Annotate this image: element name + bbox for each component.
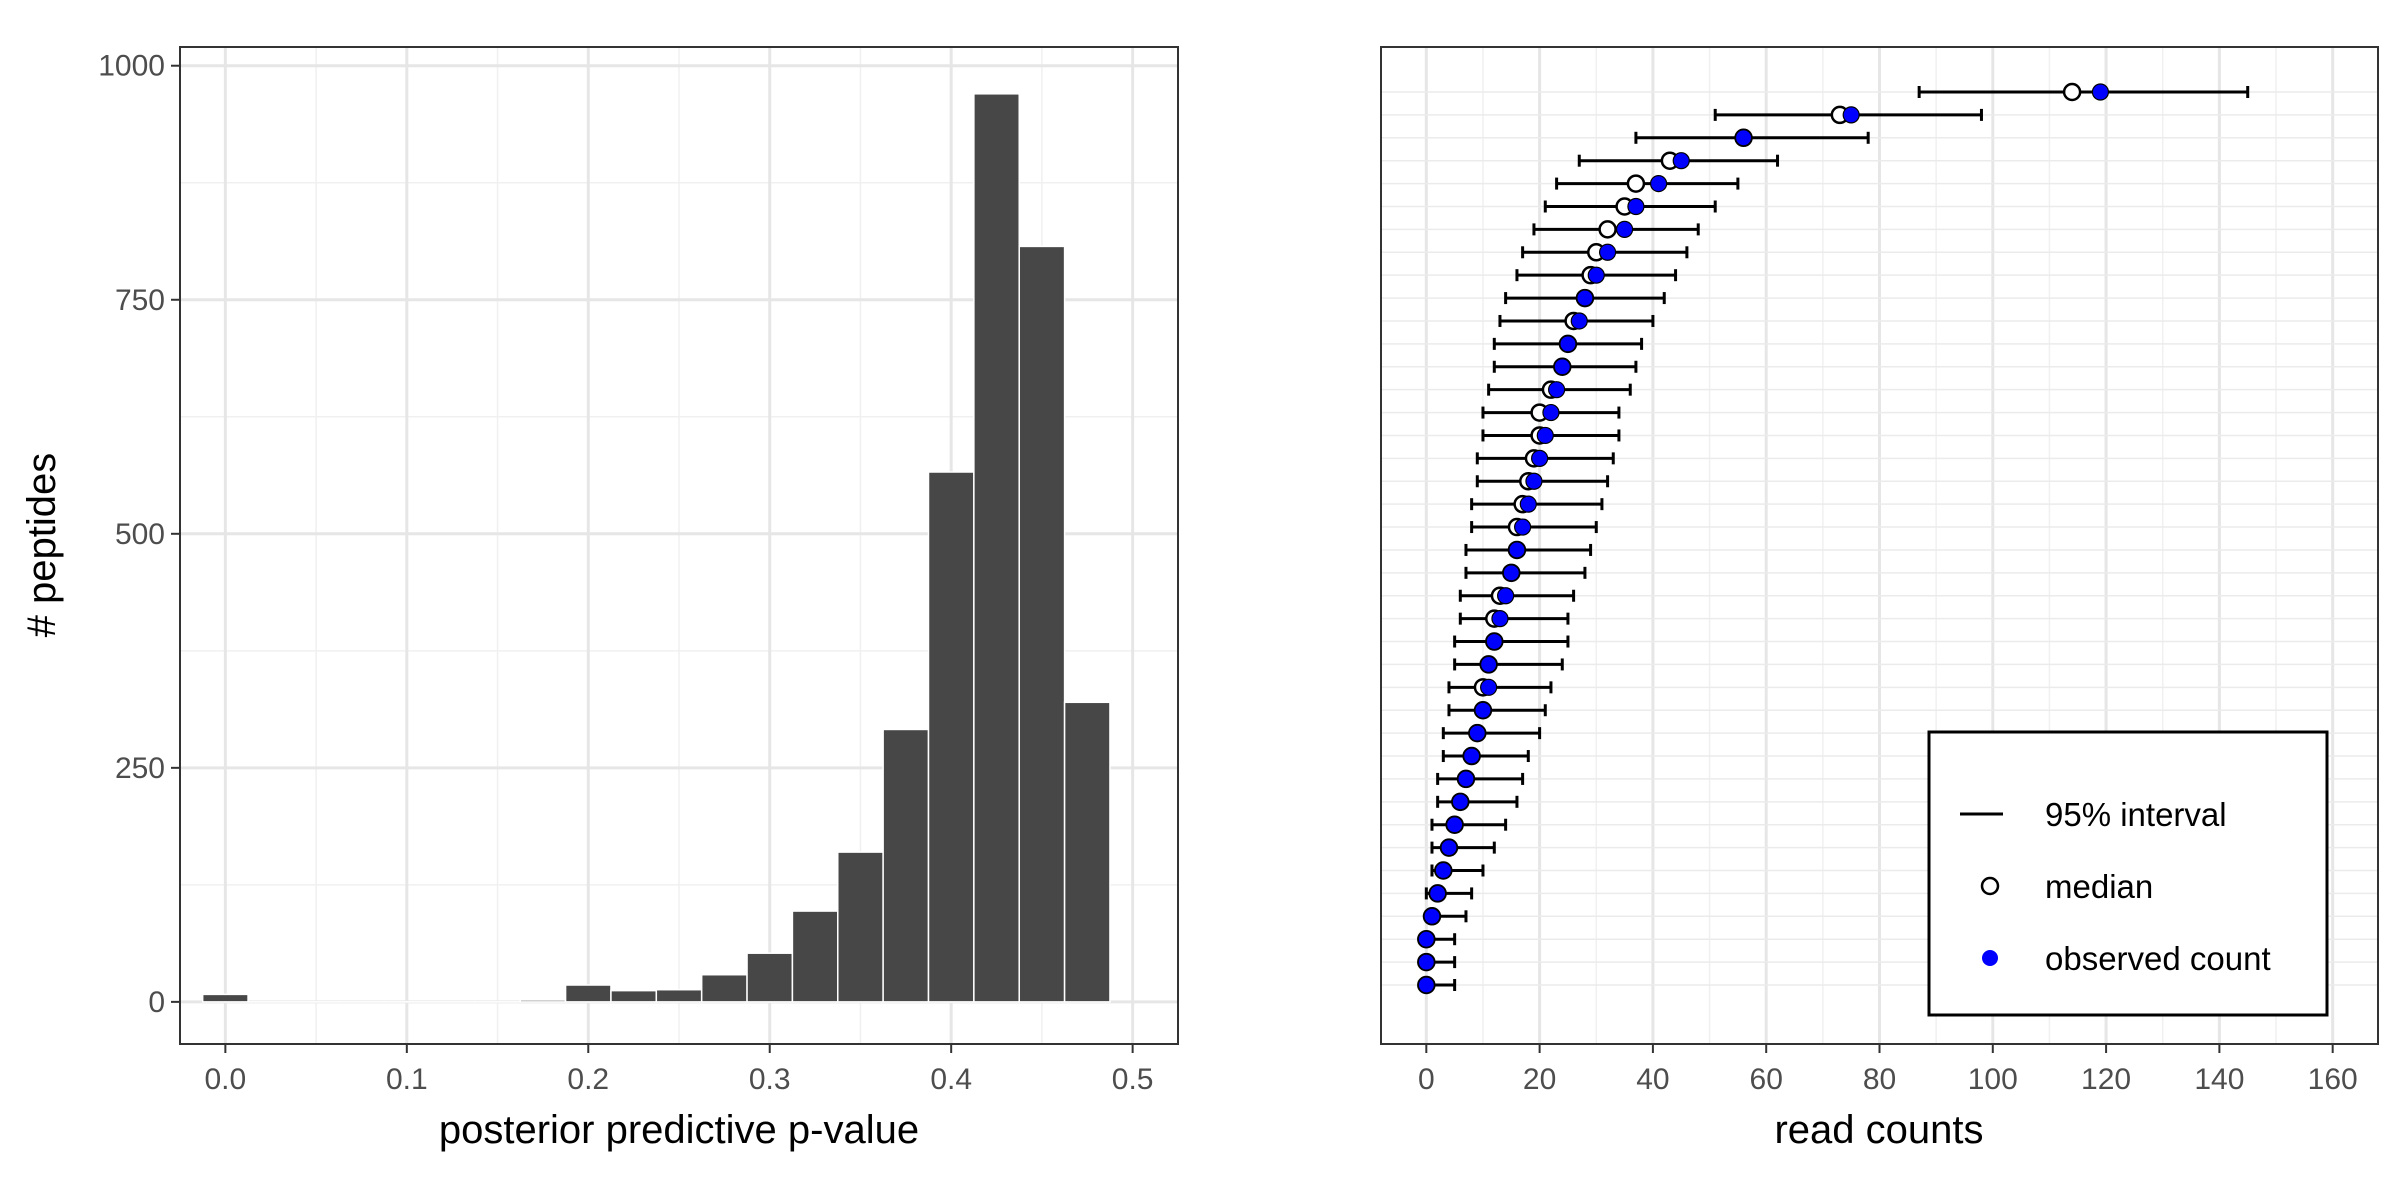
legend-interval-label: 95% interval <box>2045 796 2227 833</box>
histogram-panel-border <box>179 46 1179 1045</box>
histogram-x-axis-title: posterior predictive p-value <box>439 1108 919 1152</box>
observed-count-point <box>1627 197 1645 216</box>
median-point <box>2062 82 2082 102</box>
y-tick-label: 750 <box>115 284 165 317</box>
histogram-bar <box>1063 701 1111 1003</box>
x-tick-label: 120 <box>2081 1063 2131 1096</box>
observed-count-point <box>1514 518 1532 536</box>
x-tick-label: 0.2 <box>567 1063 609 1096</box>
observed-count-point <box>1474 701 1492 719</box>
x-tick-label: 0.3 <box>749 1063 791 1096</box>
observed-count-point <box>1468 724 1486 742</box>
histogram-y-axis: 0 250 500 750 1000 <box>98 50 180 1019</box>
observed-count-point <box>1615 220 1634 238</box>
observed-count-point <box>1480 655 1498 674</box>
observed-count-point <box>1598 243 1617 261</box>
observed-count-point <box>1519 495 1537 513</box>
x-tick-label: 160 <box>2308 1063 2358 1096</box>
observed-count-point <box>1463 747 1481 765</box>
observed-count-point <box>1553 358 1571 376</box>
histogram-y-axis-title: # peptides <box>20 453 64 638</box>
x-tick-label: 0 <box>1418 1063 1435 1096</box>
y-tick-label: 0 <box>148 986 165 1019</box>
legend-box <box>1927 730 2329 1017</box>
histogram-bar <box>791 910 839 1003</box>
histogram-bar <box>882 728 930 1003</box>
interval-plot-x-axis: 0 20 40 60 80 100 120 140 160 <box>1418 1044 2358 1096</box>
histogram-x-axis: 0.0 0.1 0.2 0.3 0.4 0.5 <box>205 1044 1154 1096</box>
observed-count-point <box>1542 403 1560 422</box>
observed-count-point <box>1446 816 1464 834</box>
observed-count-point <box>1502 564 1520 582</box>
x-tick-label: 60 <box>1750 1063 1783 1096</box>
histogram-bar <box>655 988 703 1003</box>
x-tick-label: 0.5 <box>1112 1063 1154 1096</box>
observed-count-point <box>1587 266 1605 284</box>
observed-count-point <box>1559 335 1577 353</box>
histogram-bar <box>746 952 794 1003</box>
observed-count-point <box>1497 587 1515 605</box>
x-tick-label: 0.1 <box>386 1063 428 1096</box>
observed-count-point <box>1434 861 1452 880</box>
observed-count-point <box>1417 953 1435 971</box>
observed-count-point <box>1525 472 1543 490</box>
x-tick-label: 20 <box>1523 1063 1556 1096</box>
interval-plot-panel: 0 20 40 60 80 100 120 140 160 read counts 95% in… <box>1380 46 2379 1152</box>
y-tick-label: 500 <box>115 518 165 551</box>
histogram-bar <box>1018 245 1066 1003</box>
histogram-bar <box>201 993 249 1003</box>
observed-count-point <box>1423 907 1441 925</box>
histogram-bar <box>927 471 975 1003</box>
legend-median-label: median <box>2045 868 2153 905</box>
observed-count-point <box>1429 884 1447 903</box>
observed-count-point <box>1536 426 1554 445</box>
median-point <box>1598 220 1617 239</box>
legend-observed-label: observed count <box>2045 940 2271 977</box>
observed-count-point <box>1440 839 1458 857</box>
observed-count-point <box>1531 449 1549 467</box>
x-tick-label: 0.0 <box>205 1063 247 1096</box>
histogram-bar <box>564 984 612 1003</box>
histogram-bars <box>201 93 1111 1003</box>
observed-count-point <box>1451 793 1469 811</box>
histogram-bar <box>610 989 658 1003</box>
legend-observed-key <box>1982 950 1998 966</box>
x-tick-label: 100 <box>1968 1063 2018 1096</box>
histogram-bar <box>700 973 748 1003</box>
interval-plot-marks <box>1417 82 2250 995</box>
x-tick-label: 40 <box>1636 1063 1669 1096</box>
y-tick-label: 250 <box>115 752 165 785</box>
observed-count-point <box>1576 289 1594 307</box>
histogram-bar <box>837 851 884 1003</box>
observed-count-point <box>1485 632 1503 651</box>
observed-count-point <box>1734 129 1753 147</box>
y-tick-label: 1000 <box>98 50 165 83</box>
observed-count-point <box>1480 678 1498 696</box>
histogram-bar <box>519 999 567 1003</box>
observed-count-point <box>1842 106 1860 124</box>
observed-count-point <box>1570 312 1588 330</box>
observed-count-point <box>1548 381 1566 399</box>
observed-count-point <box>1508 541 1526 559</box>
histogram-bar <box>973 93 1020 1003</box>
observed-count-point <box>1457 770 1475 788</box>
x-tick-label: 140 <box>2194 1063 2244 1096</box>
observed-count-point <box>1417 976 1435 994</box>
x-tick-label: 80 <box>1863 1063 1896 1096</box>
legend: 95% interval median observed count <box>1927 730 2329 1017</box>
observed-count-point <box>1672 152 1690 170</box>
histogram-panel: 0 250 500 750 1000 0.0 0.1 0.2 0.3 0.4 0.5 poster… <box>20 46 1179 1152</box>
legend-median-key <box>1980 876 2000 896</box>
median-point <box>1626 174 1646 193</box>
observed-count-point <box>1491 610 1509 628</box>
interval-plot-x-axis-title: read counts <box>1774 1108 1983 1152</box>
observed-count-point <box>1649 174 1668 193</box>
x-tick-label: 0.4 <box>930 1063 972 1096</box>
observed-count-point <box>1417 930 1435 948</box>
observed-count-point <box>2091 83 2110 101</box>
